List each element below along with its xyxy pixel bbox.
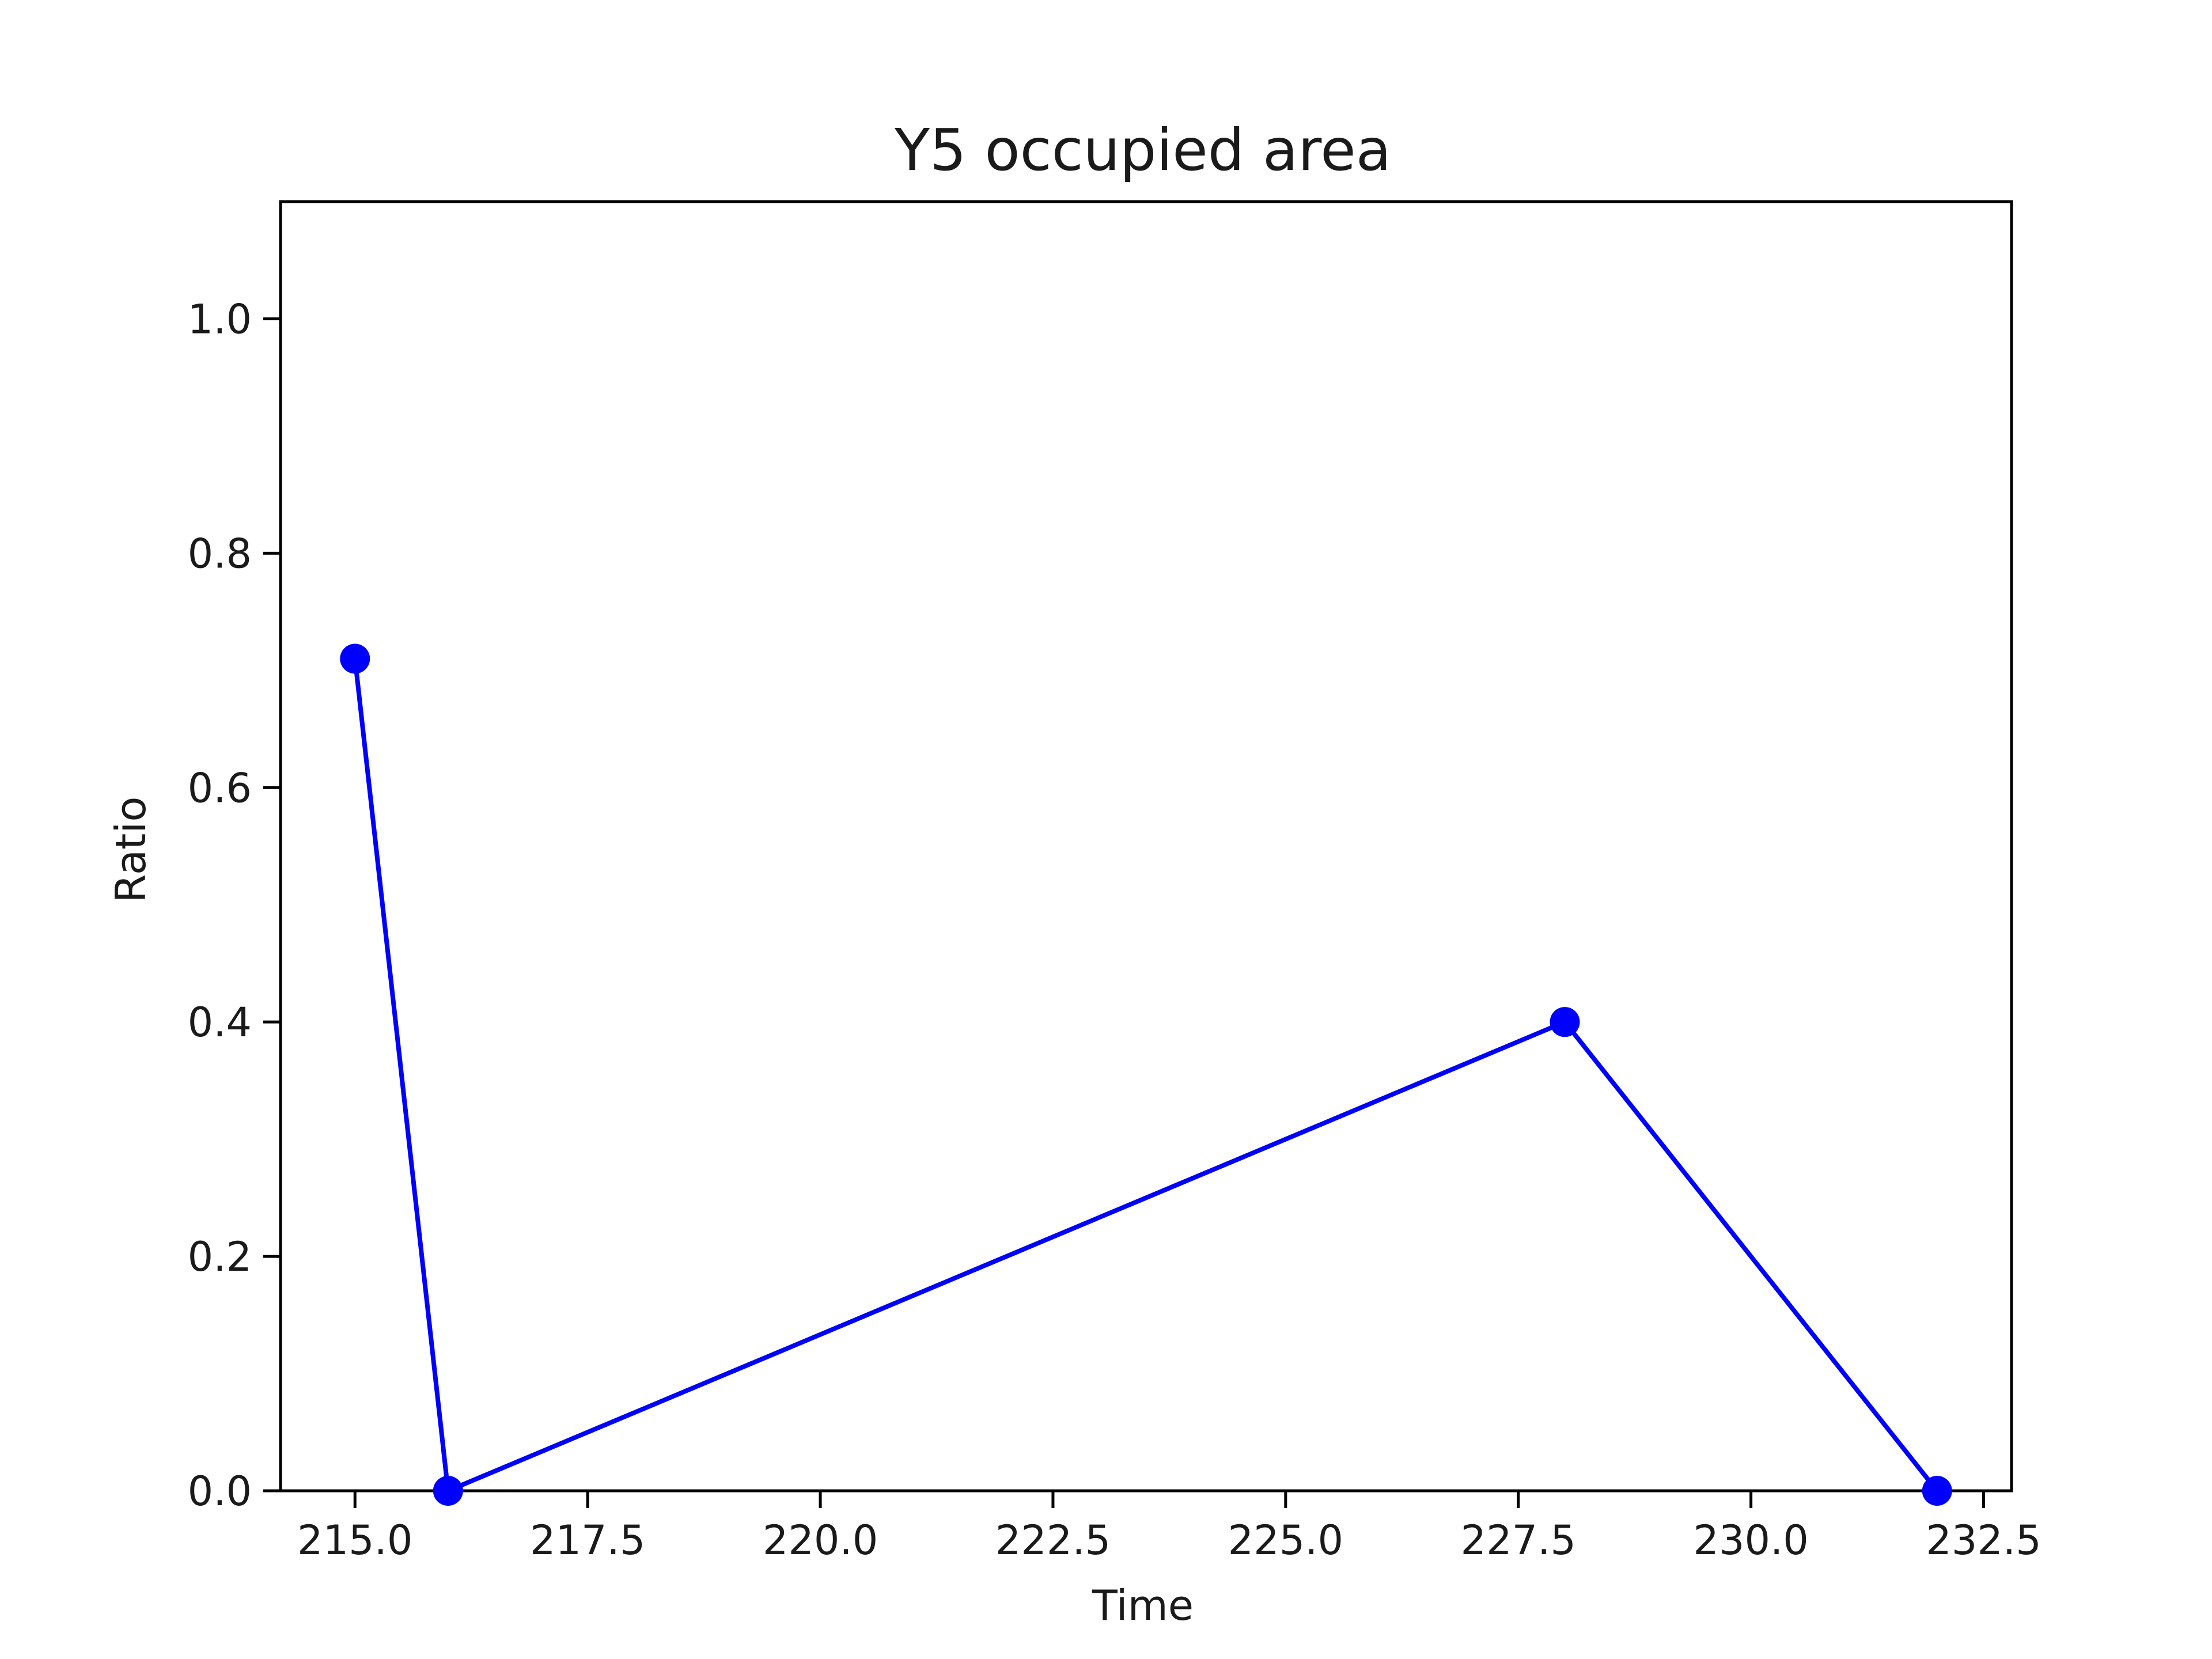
x-axis: 215.0 217.5 220.0 222.5 225.0 227.5 230.0 232.5 — [297, 1491, 2041, 1564]
x-tick-label: 217.5 — [530, 1517, 645, 1564]
y-tick-label: 0.0 — [188, 1468, 252, 1515]
y-tick-label: 0.6 — [188, 764, 252, 812]
plot-area: 215.0 217.5 220.0 222.5 225.0 227.5 230.0 232.5… — [188, 200, 2041, 1564]
data-point — [433, 1476, 463, 1506]
data-point — [1550, 1007, 1580, 1037]
data-point — [1922, 1476, 1952, 1506]
y-tick-label: 0.4 — [188, 999, 252, 1046]
plot-frame — [279, 200, 2013, 1493]
x-axis-label: Time — [1092, 1581, 1194, 1630]
y-tick-label: 0.8 — [188, 530, 252, 577]
x-tick-label: 225.0 — [1228, 1517, 1343, 1564]
chart-title: Y5 occupied area — [894, 116, 1391, 184]
series-layer — [340, 643, 1952, 1506]
y-axis-label: Ratio — [107, 797, 155, 903]
x-tick-label: 230.0 — [1693, 1517, 1808, 1564]
x-tick-label: 215.0 — [297, 1517, 412, 1564]
y-axis: 0.0 0.2 0.4 0.6 0.8 1.0 — [188, 296, 281, 1515]
series-line — [353, 658, 1939, 1493]
x-tick-label: 232.5 — [1926, 1517, 2041, 1564]
y-tick-label: 1.0 — [188, 296, 252, 343]
x-tick-label: 222.5 — [995, 1517, 1111, 1564]
x-tick-label: 220.0 — [763, 1517, 878, 1564]
data-point — [340, 643, 370, 674]
x-tick-label: 227.5 — [1461, 1517, 1576, 1564]
y-tick-label: 0.2 — [188, 1233, 252, 1281]
